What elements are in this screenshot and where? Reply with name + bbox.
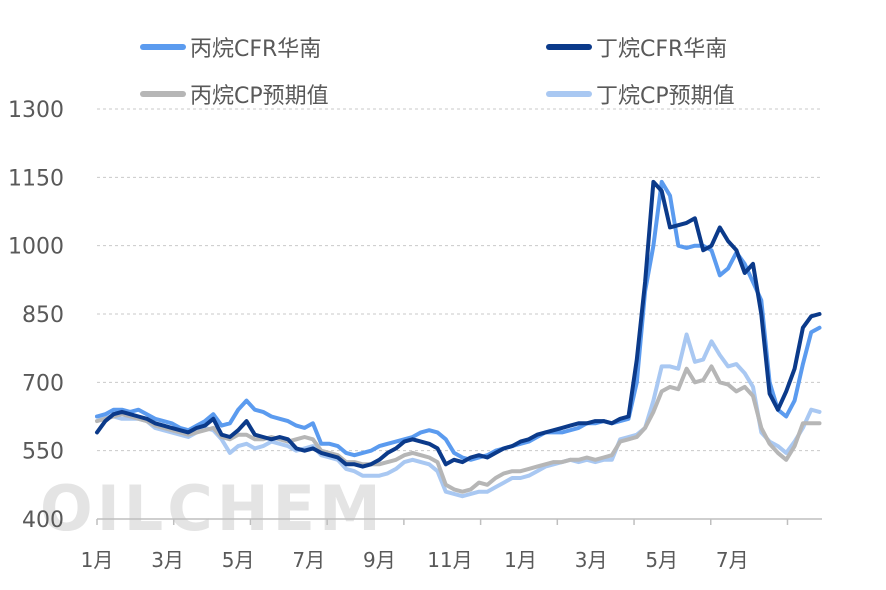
x-tick-label: 7月 [716, 548, 749, 572]
legend-label: 丁烷CFR华南 [596, 37, 727, 62]
y-tick-label: 1000 [8, 235, 64, 260]
y-tick-label: 850 [22, 303, 64, 328]
y-tick-label: 700 [22, 371, 64, 396]
x-tick-label: 9月 [363, 548, 396, 572]
x-tick-label: 5月 [222, 548, 255, 572]
gridlines [97, 108, 822, 452]
y-tick-label: 550 [22, 440, 64, 465]
x-tick-label: 1月 [504, 548, 537, 572]
y-tick-label: 400 [22, 508, 64, 533]
watermark: OILCHEM [40, 472, 385, 545]
y-tick-label: 1150 [8, 166, 64, 191]
x-axis: 1月 3月 5月 7月 9月 11月 1月 3月 5月 7月 [81, 518, 822, 572]
series-lines [95, 179, 822, 499]
x-tick-label: 7月 [292, 548, 325, 572]
x-tick-label: 3月 [151, 548, 184, 572]
series-line-3 [95, 364, 822, 494]
series-line-2 [95, 179, 822, 469]
x-tick-label: 3月 [575, 548, 608, 572]
y-axis: 400 550 700 850 1000 1150 1300 [8, 98, 64, 533]
x-tick-label: 5月 [645, 548, 678, 572]
series-line-1 [95, 179, 822, 462]
y-tick-label: 1300 [8, 98, 64, 123]
legend-label: 丙烷CFR华南 [190, 37, 321, 62]
legend-label: 丁烷CP预期值 [596, 84, 735, 109]
x-tick-label: 1月 [81, 548, 114, 572]
legend-label: 丙烷CP预期值 [190, 84, 329, 109]
x-tick-label: 11月 [427, 548, 472, 572]
